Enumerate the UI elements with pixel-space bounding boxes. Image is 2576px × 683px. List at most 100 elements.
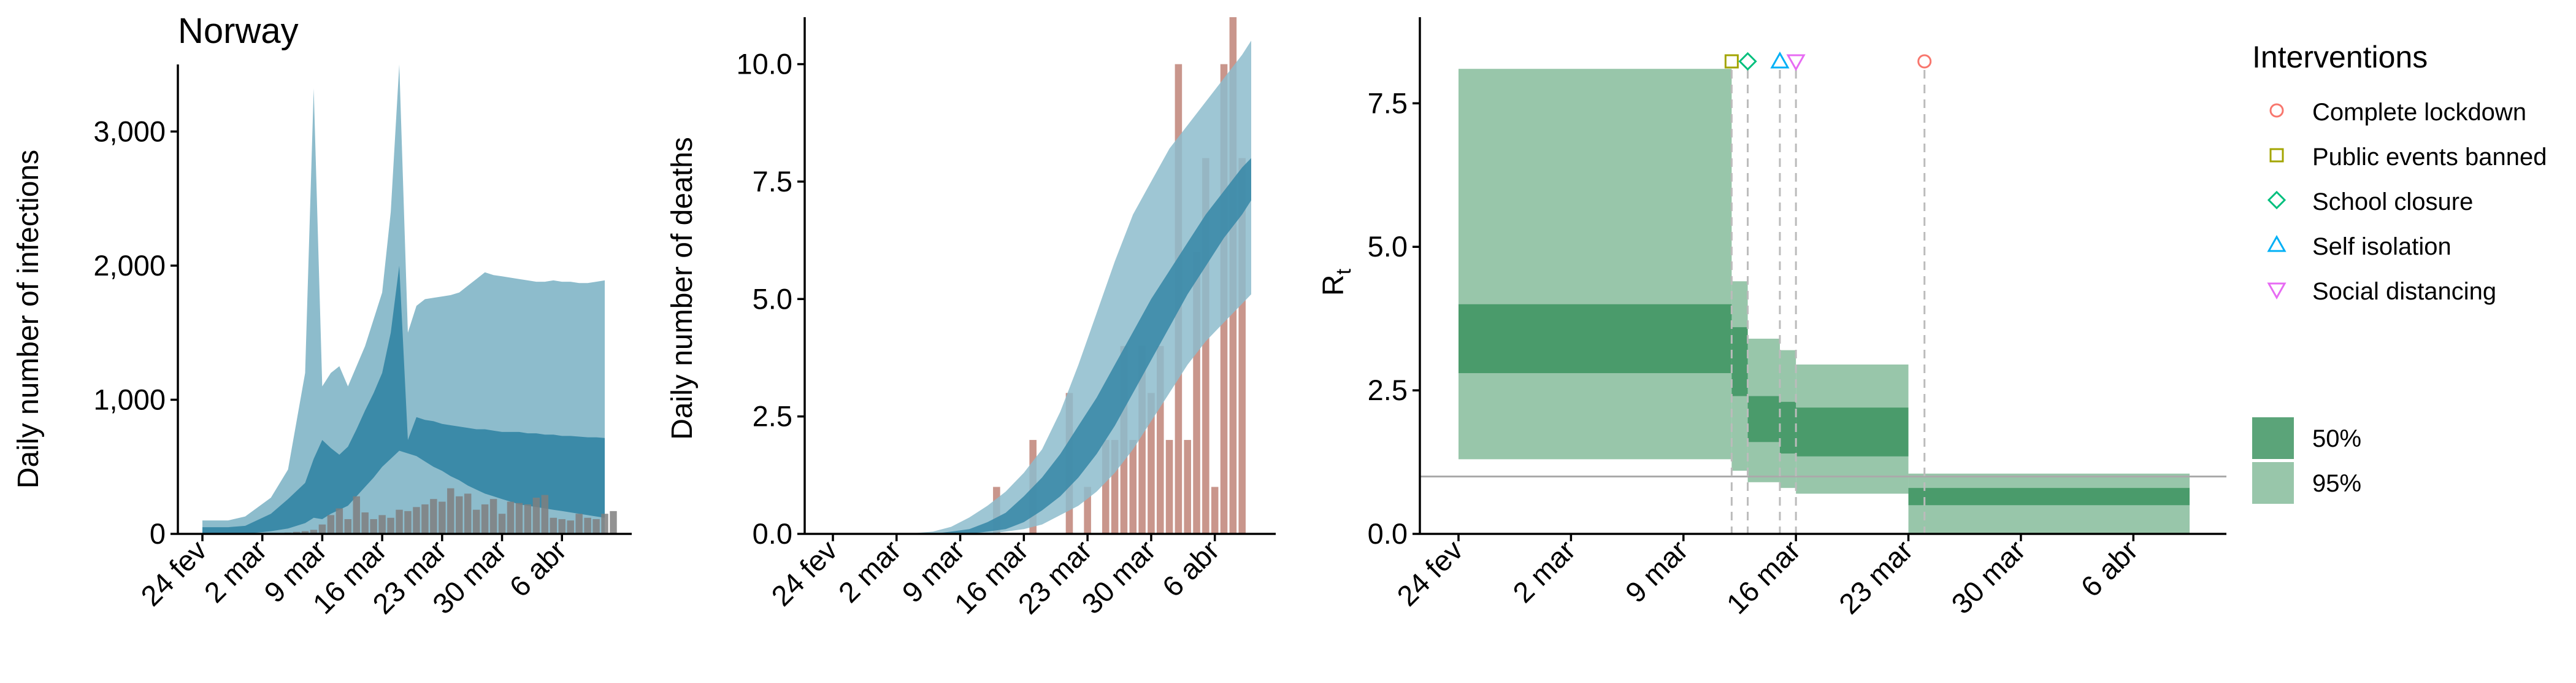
- y-tick-label: 5.0: [753, 282, 792, 315]
- x-tick-label: 6 abr: [503, 534, 572, 603]
- uncertainty-bands: [833, 41, 1251, 534]
- infection-bar: [489, 499, 497, 534]
- infection-bar: [515, 503, 523, 534]
- y-tick-label: 2.5: [753, 400, 792, 433]
- infection-bar: [439, 501, 446, 534]
- rt-steps: [1420, 69, 2226, 534]
- rt-panel: Rt 0.02.55.07.524 fev 2 mar 9 mar 16 mar 23 …: [1317, 17, 2226, 620]
- deaths-panel: Daily number of deaths 0.0 2.5 5.0 7.5 10.0 2…: [666, 17, 1276, 620]
- infection-bar: [396, 509, 403, 534]
- legend-label: 95%: [2312, 470, 2361, 497]
- rt-band-50: [1747, 396, 1780, 442]
- legend-marker: [2269, 148, 2284, 163]
- infection-bar: [601, 514, 608, 534]
- legend-marker: [2267, 234, 2287, 252]
- infection-bar: [378, 515, 386, 534]
- intervention-marker: [1724, 54, 1739, 69]
- band-95: [202, 64, 605, 534]
- y-tick-label: 10.0: [737, 48, 792, 80]
- infection-bar: [404, 511, 412, 534]
- band-50: [202, 265, 605, 534]
- infection-bar: [301, 531, 309, 534]
- death-bar: [1148, 393, 1155, 534]
- intervention-marker: [1770, 51, 1790, 69]
- infection-bar: [592, 519, 600, 534]
- infection-bar: [447, 488, 454, 534]
- death-bar: [1238, 158, 1246, 534]
- y-axis-title-main: R: [1317, 274, 1350, 296]
- legend-swatch: [2252, 462, 2294, 504]
- infection-bar: [370, 519, 377, 534]
- death-bar: [1211, 487, 1219, 534]
- x-tick-label: 6 abr: [2074, 534, 2144, 603]
- legend-swatch: [2252, 417, 2294, 459]
- death-bar: [1156, 345, 1164, 534]
- infection-bar: [507, 501, 515, 534]
- infection-bar: [353, 496, 360, 534]
- legend-label: Public events banned: [2312, 144, 2547, 171]
- rt-band-50: [1731, 327, 1748, 396]
- x-tick-label: 2 mar: [1506, 534, 1581, 609]
- death-bar: [1202, 158, 1209, 534]
- x-tick-label: 2 mar: [832, 534, 907, 609]
- y-tick-label: 0: [150, 517, 166, 550]
- infection-bar: [498, 514, 506, 534]
- infection-bar: [610, 511, 617, 534]
- infection-bar: [472, 509, 480, 534]
- infection-bar: [361, 512, 369, 534]
- intervention-marker: [1738, 52, 1757, 71]
- x-tick-label: 23 mar: [1833, 534, 1919, 620]
- infection-bar: [575, 514, 583, 534]
- infection-bar: [344, 519, 352, 534]
- x-tick-label: 6 abr: [1156, 534, 1225, 603]
- infection-bar: [558, 519, 565, 534]
- observed-bars: [250, 488, 617, 534]
- infection-bar: [318, 524, 326, 534]
- infection-bar: [327, 515, 335, 534]
- rt-band-50: [1459, 304, 1732, 374]
- y-axis-title: Daily number of infections: [12, 150, 45, 488]
- x-tick-label: 24 fev: [134, 533, 213, 612]
- band-95: [833, 41, 1251, 534]
- infection-bar: [335, 508, 343, 534]
- uncertainty-bands: [202, 64, 605, 534]
- panel-title: Norway: [178, 11, 299, 51]
- infection-bar: [464, 493, 472, 534]
- death-bar: [1165, 439, 1173, 534]
- infection-bar: [430, 499, 437, 534]
- legend-title: Interventions: [2252, 40, 2428, 74]
- x-tick-label: 30 mar: [1945, 534, 2031, 620]
- infection-bar: [421, 504, 429, 534]
- infection-bar: [550, 517, 558, 534]
- infection-bar: [532, 497, 540, 534]
- legend-marker: [2267, 282, 2287, 300]
- y-axis-title: Daily number of deaths: [666, 137, 699, 440]
- intervention-marker: [1917, 54, 1932, 69]
- y-tick-label: 0.0: [1368, 517, 1408, 550]
- rt-band-50: [1908, 488, 2190, 506]
- y-tick-label: 3,000: [93, 115, 166, 147]
- rt-band-95: [1459, 69, 1732, 460]
- death-bar: [1184, 439, 1191, 534]
- y-tick-label: 2,000: [93, 249, 166, 282]
- infection-bar: [481, 504, 489, 534]
- x-tick-label: 30 mar: [1075, 534, 1162, 620]
- infection-bar: [456, 496, 463, 534]
- x-tick-label: 2 mar: [197, 534, 272, 609]
- legend-marker: [2267, 190, 2287, 210]
- y-tick-label: 5.0: [1368, 230, 1408, 263]
- infection-bar: [413, 507, 420, 534]
- legend-marker: [2269, 103, 2284, 118]
- y-axis-title-subscript: t: [1332, 268, 1355, 274]
- infection-bar: [387, 517, 394, 534]
- death-bar: [1129, 439, 1137, 534]
- y-axis-title: Rt: [1317, 268, 1355, 296]
- infection-bar: [567, 520, 574, 534]
- rt-band-50: [1779, 401, 1796, 454]
- legend-label: Social distancing: [2312, 278, 2496, 305]
- infections-panel: Norway Daily number of infections 0 1,000…: [12, 11, 632, 620]
- infection-bar: [310, 530, 318, 534]
- legend-label: Complete lockdown: [2312, 99, 2526, 126]
- death-bar: [1102, 439, 1110, 534]
